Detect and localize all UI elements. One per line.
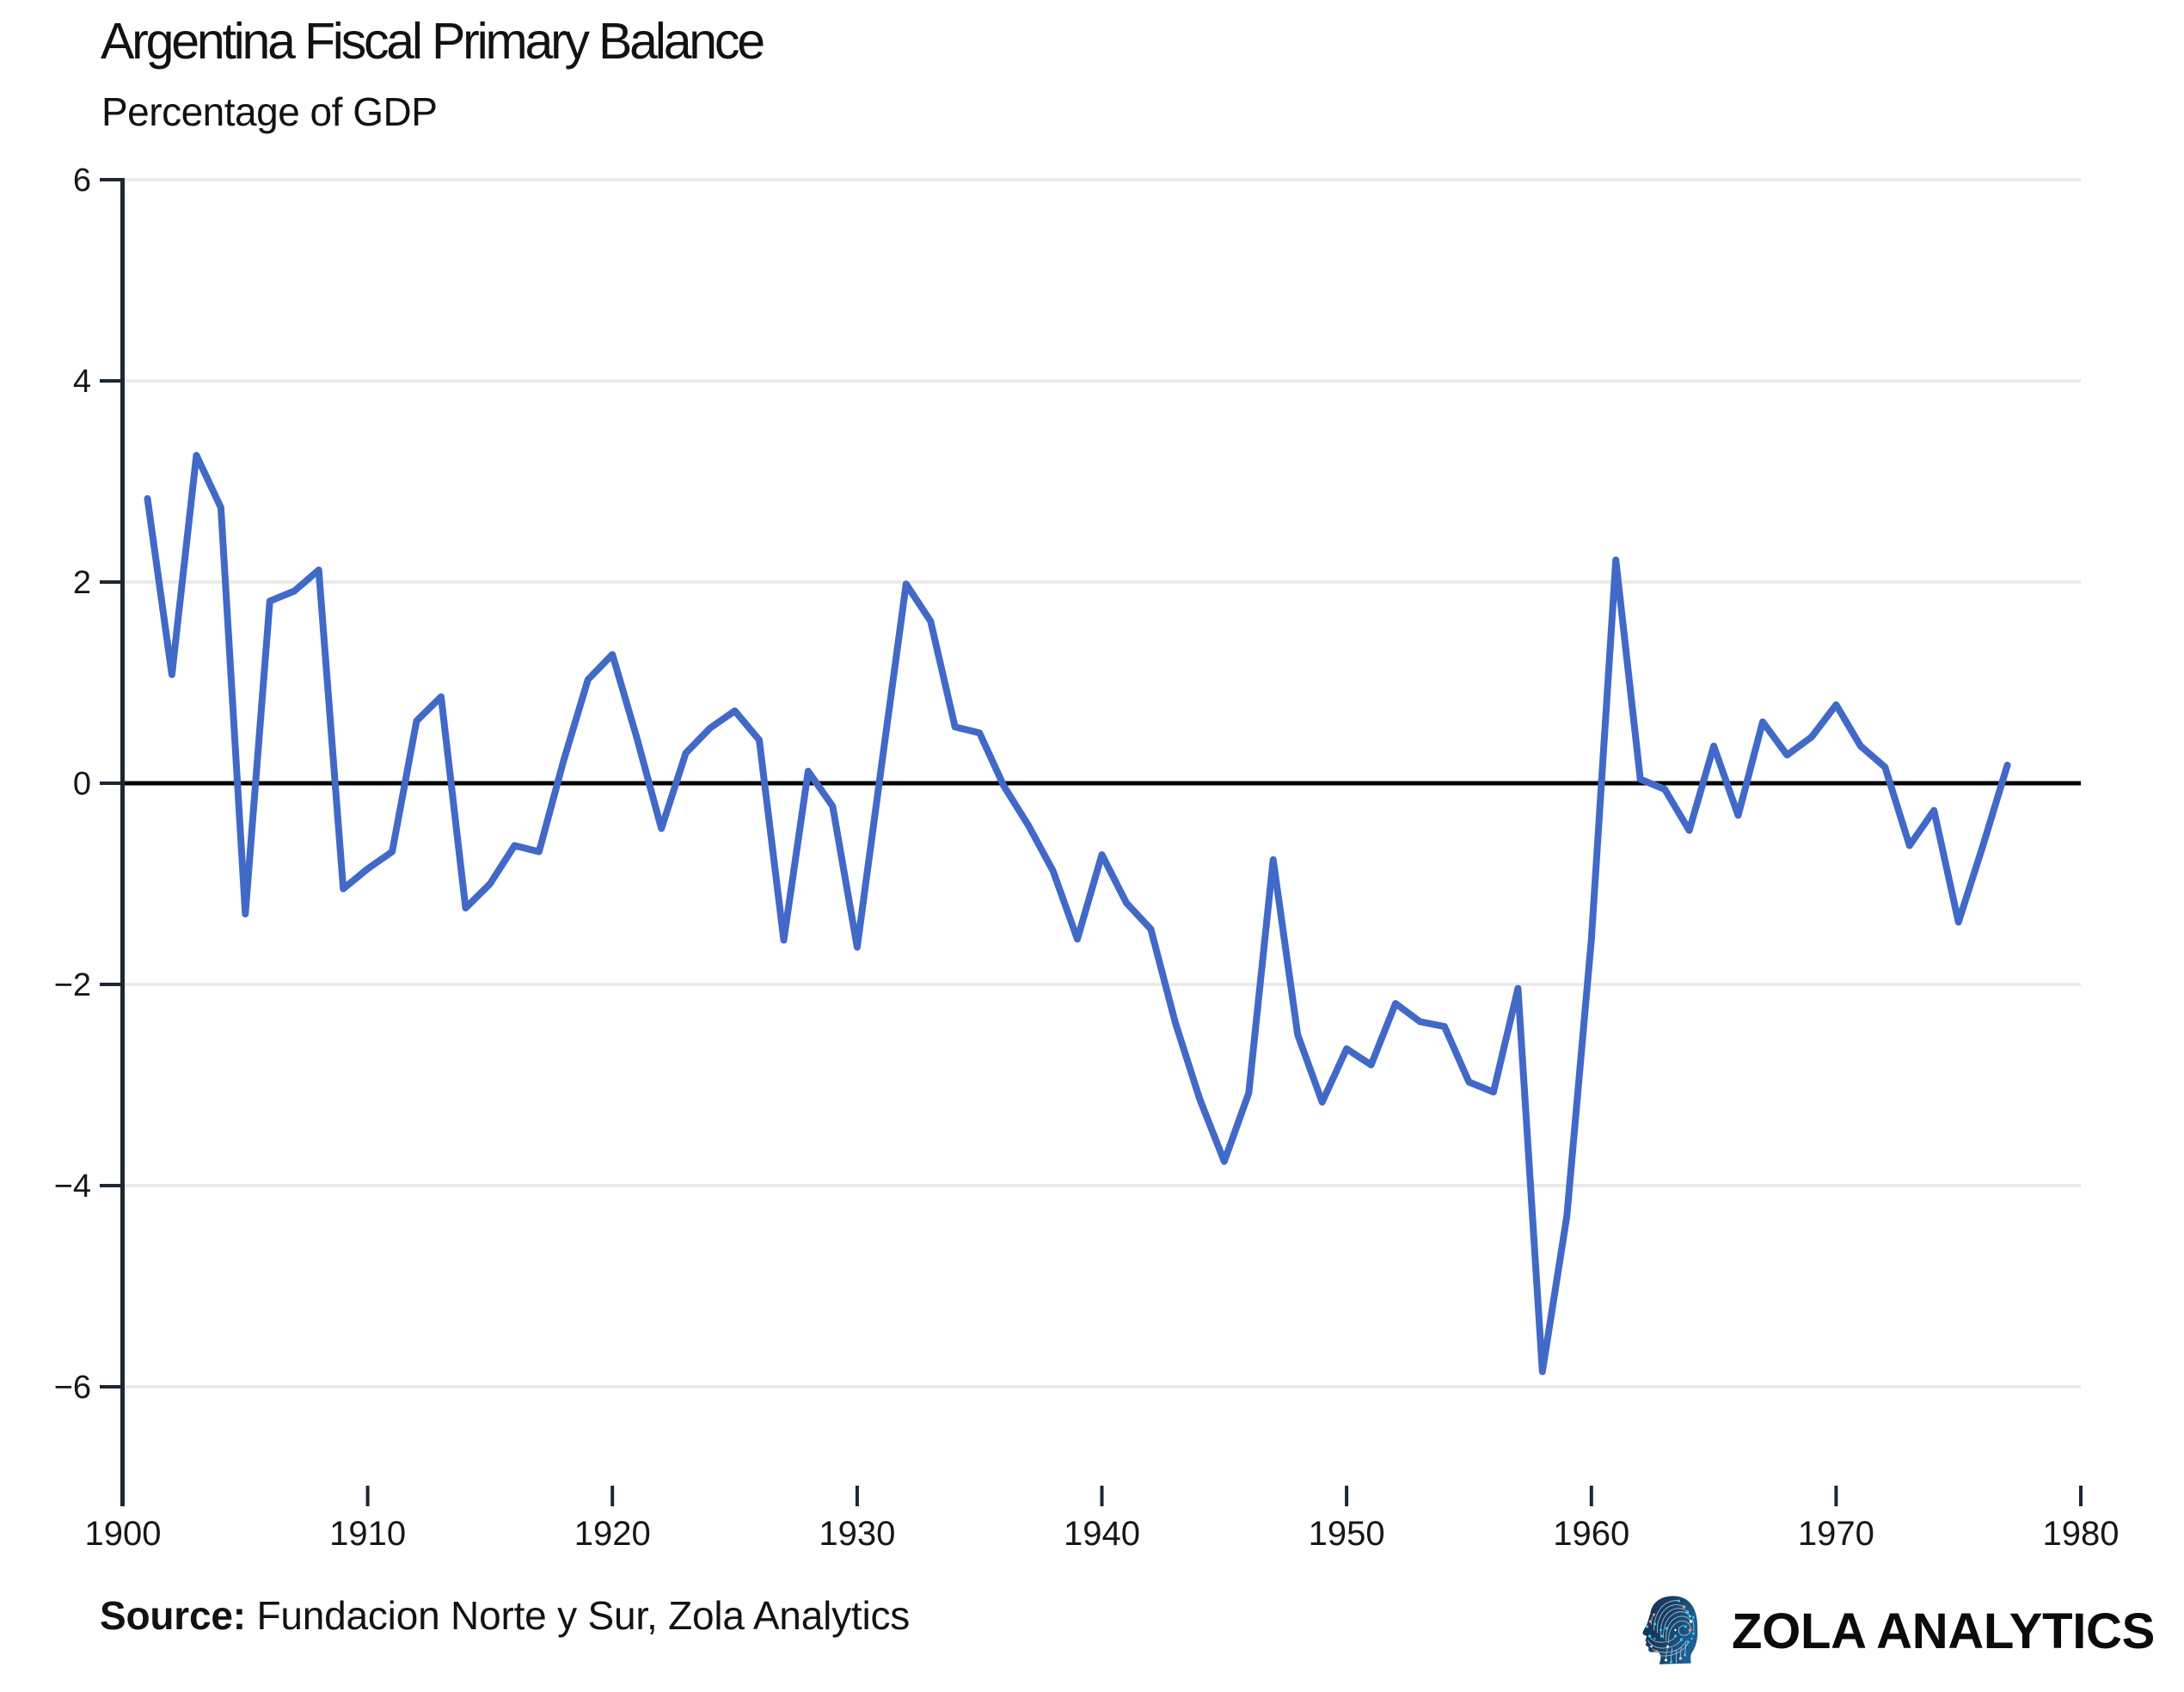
- svg-text:6: 6: [73, 162, 91, 199]
- svg-text:2: 2: [73, 565, 91, 601]
- svg-text:1900: 1900: [85, 1515, 162, 1553]
- svg-text:−4: −4: [54, 1168, 91, 1205]
- svg-text:4: 4: [73, 364, 91, 400]
- svg-text:1920: 1920: [574, 1515, 651, 1553]
- svg-text:1930: 1930: [819, 1515, 895, 1553]
- svg-text:0: 0: [73, 766, 91, 802]
- svg-text:−2: −2: [54, 967, 91, 1003]
- svg-text:1960: 1960: [1553, 1515, 1629, 1553]
- svg-text:1980: 1980: [2043, 1515, 2120, 1553]
- svg-text:1940: 1940: [1064, 1515, 1140, 1553]
- svg-text:1970: 1970: [1798, 1515, 1874, 1553]
- svg-text:1910: 1910: [329, 1515, 406, 1553]
- svg-text:−6: −6: [54, 1370, 91, 1406]
- svg-text:1950: 1950: [1309, 1515, 1385, 1553]
